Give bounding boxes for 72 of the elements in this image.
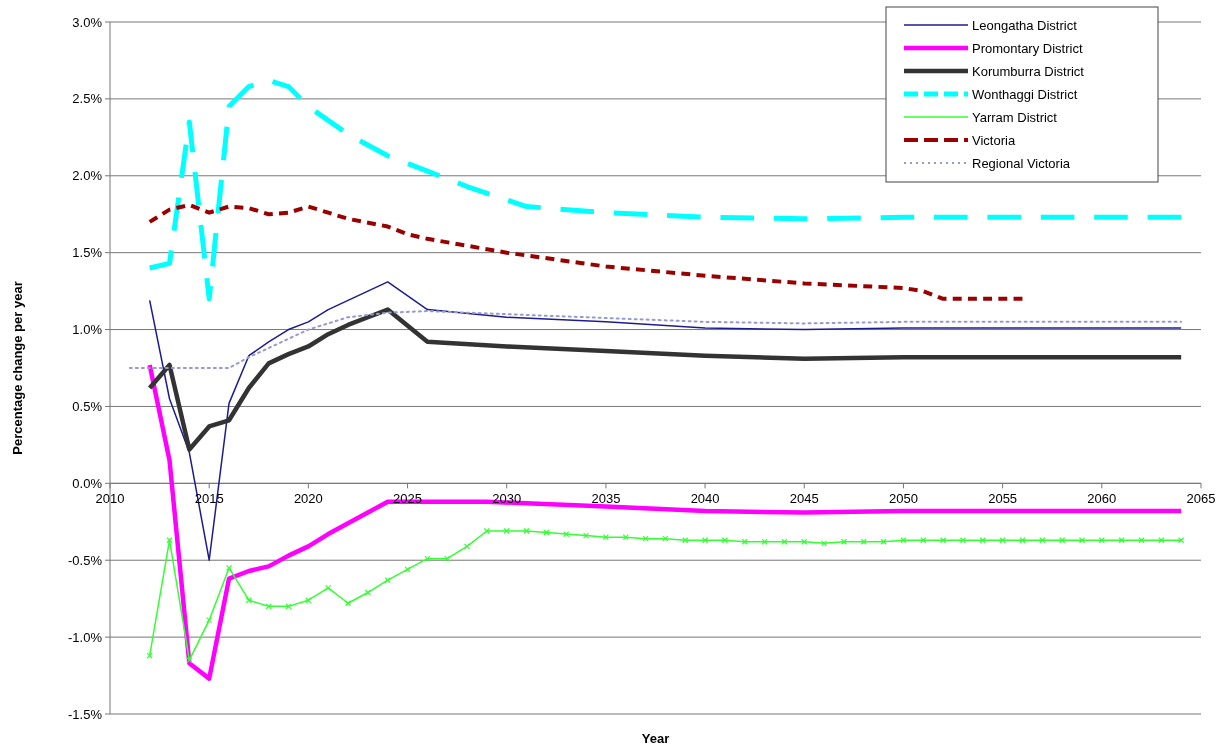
x-tick-label: 2065 [1186,491,1216,507]
point [642,535,649,542]
point [166,537,173,544]
point [305,597,312,604]
line-series [147,307,1184,452]
point [999,537,1006,544]
point [364,589,371,596]
y-tick-label: -1.5% [68,706,103,722]
line-series [148,281,1182,561]
point [1078,537,1086,544]
legend-label: Leongatha District [972,17,1078,33]
line-series [128,310,1183,369]
line-series [147,203,1025,301]
legend-label: Regional Victoria [972,155,1071,171]
point [940,537,947,544]
point [285,603,292,610]
point [880,538,887,545]
line-series [147,362,1184,681]
x-tick-label: 2020 [293,491,323,507]
point [721,537,729,544]
y-tick-label: 0.0% [72,475,103,491]
point [384,577,391,584]
legend-label: Promontary District [972,40,1083,56]
point [821,540,828,547]
point [622,534,629,541]
point [662,535,669,542]
point [344,600,352,607]
point [761,538,768,545]
point [146,652,153,659]
point [900,537,907,544]
point [1138,537,1145,544]
point [959,537,967,544]
y-tick-label: 1.0% [72,322,103,338]
legend-label: Korumburra District [972,63,1085,79]
point [1118,537,1125,544]
point [1019,537,1026,544]
y-tick-label: 3.0% [72,14,103,30]
point [444,555,451,562]
y-tick-label: -0.5% [68,552,103,568]
y-tick-label: 2.5% [72,91,103,107]
point [1158,537,1165,544]
x-tick-label: 2060 [1087,491,1117,507]
point [582,532,590,539]
y-tick-label: -1.0% [68,629,103,645]
x-tick-label: 2050 [888,491,918,507]
point [463,543,471,550]
point [503,527,510,535]
x-tick-label: 2055 [988,491,1018,507]
y-tick-label: 0.5% [72,398,103,414]
point [563,530,570,538]
point [701,537,709,544]
x-axis-title: Year [641,731,670,746]
legend-label: Yarram District [972,109,1058,125]
point [523,527,530,535]
point [1059,537,1066,544]
point [483,527,490,535]
point [186,657,193,664]
point [225,564,233,572]
point [1039,537,1046,544]
point [325,584,332,591]
legend-label: Wonthaggi District [972,86,1078,102]
y-tick-label: 2.0% [72,168,103,184]
x-tick-label: 2035 [591,491,621,507]
x-tick-label: 2040 [690,491,720,507]
point [781,538,788,545]
legend-label: Victoria [972,132,1016,148]
y-tick-label: 1.5% [72,245,103,261]
x-tick-label: 2010 [95,491,125,507]
y-axis-title: Percentage change per year [10,281,25,455]
x-tick-label: 2025 [393,491,423,507]
x-tick-label: 2045 [789,491,819,507]
point [840,538,848,545]
